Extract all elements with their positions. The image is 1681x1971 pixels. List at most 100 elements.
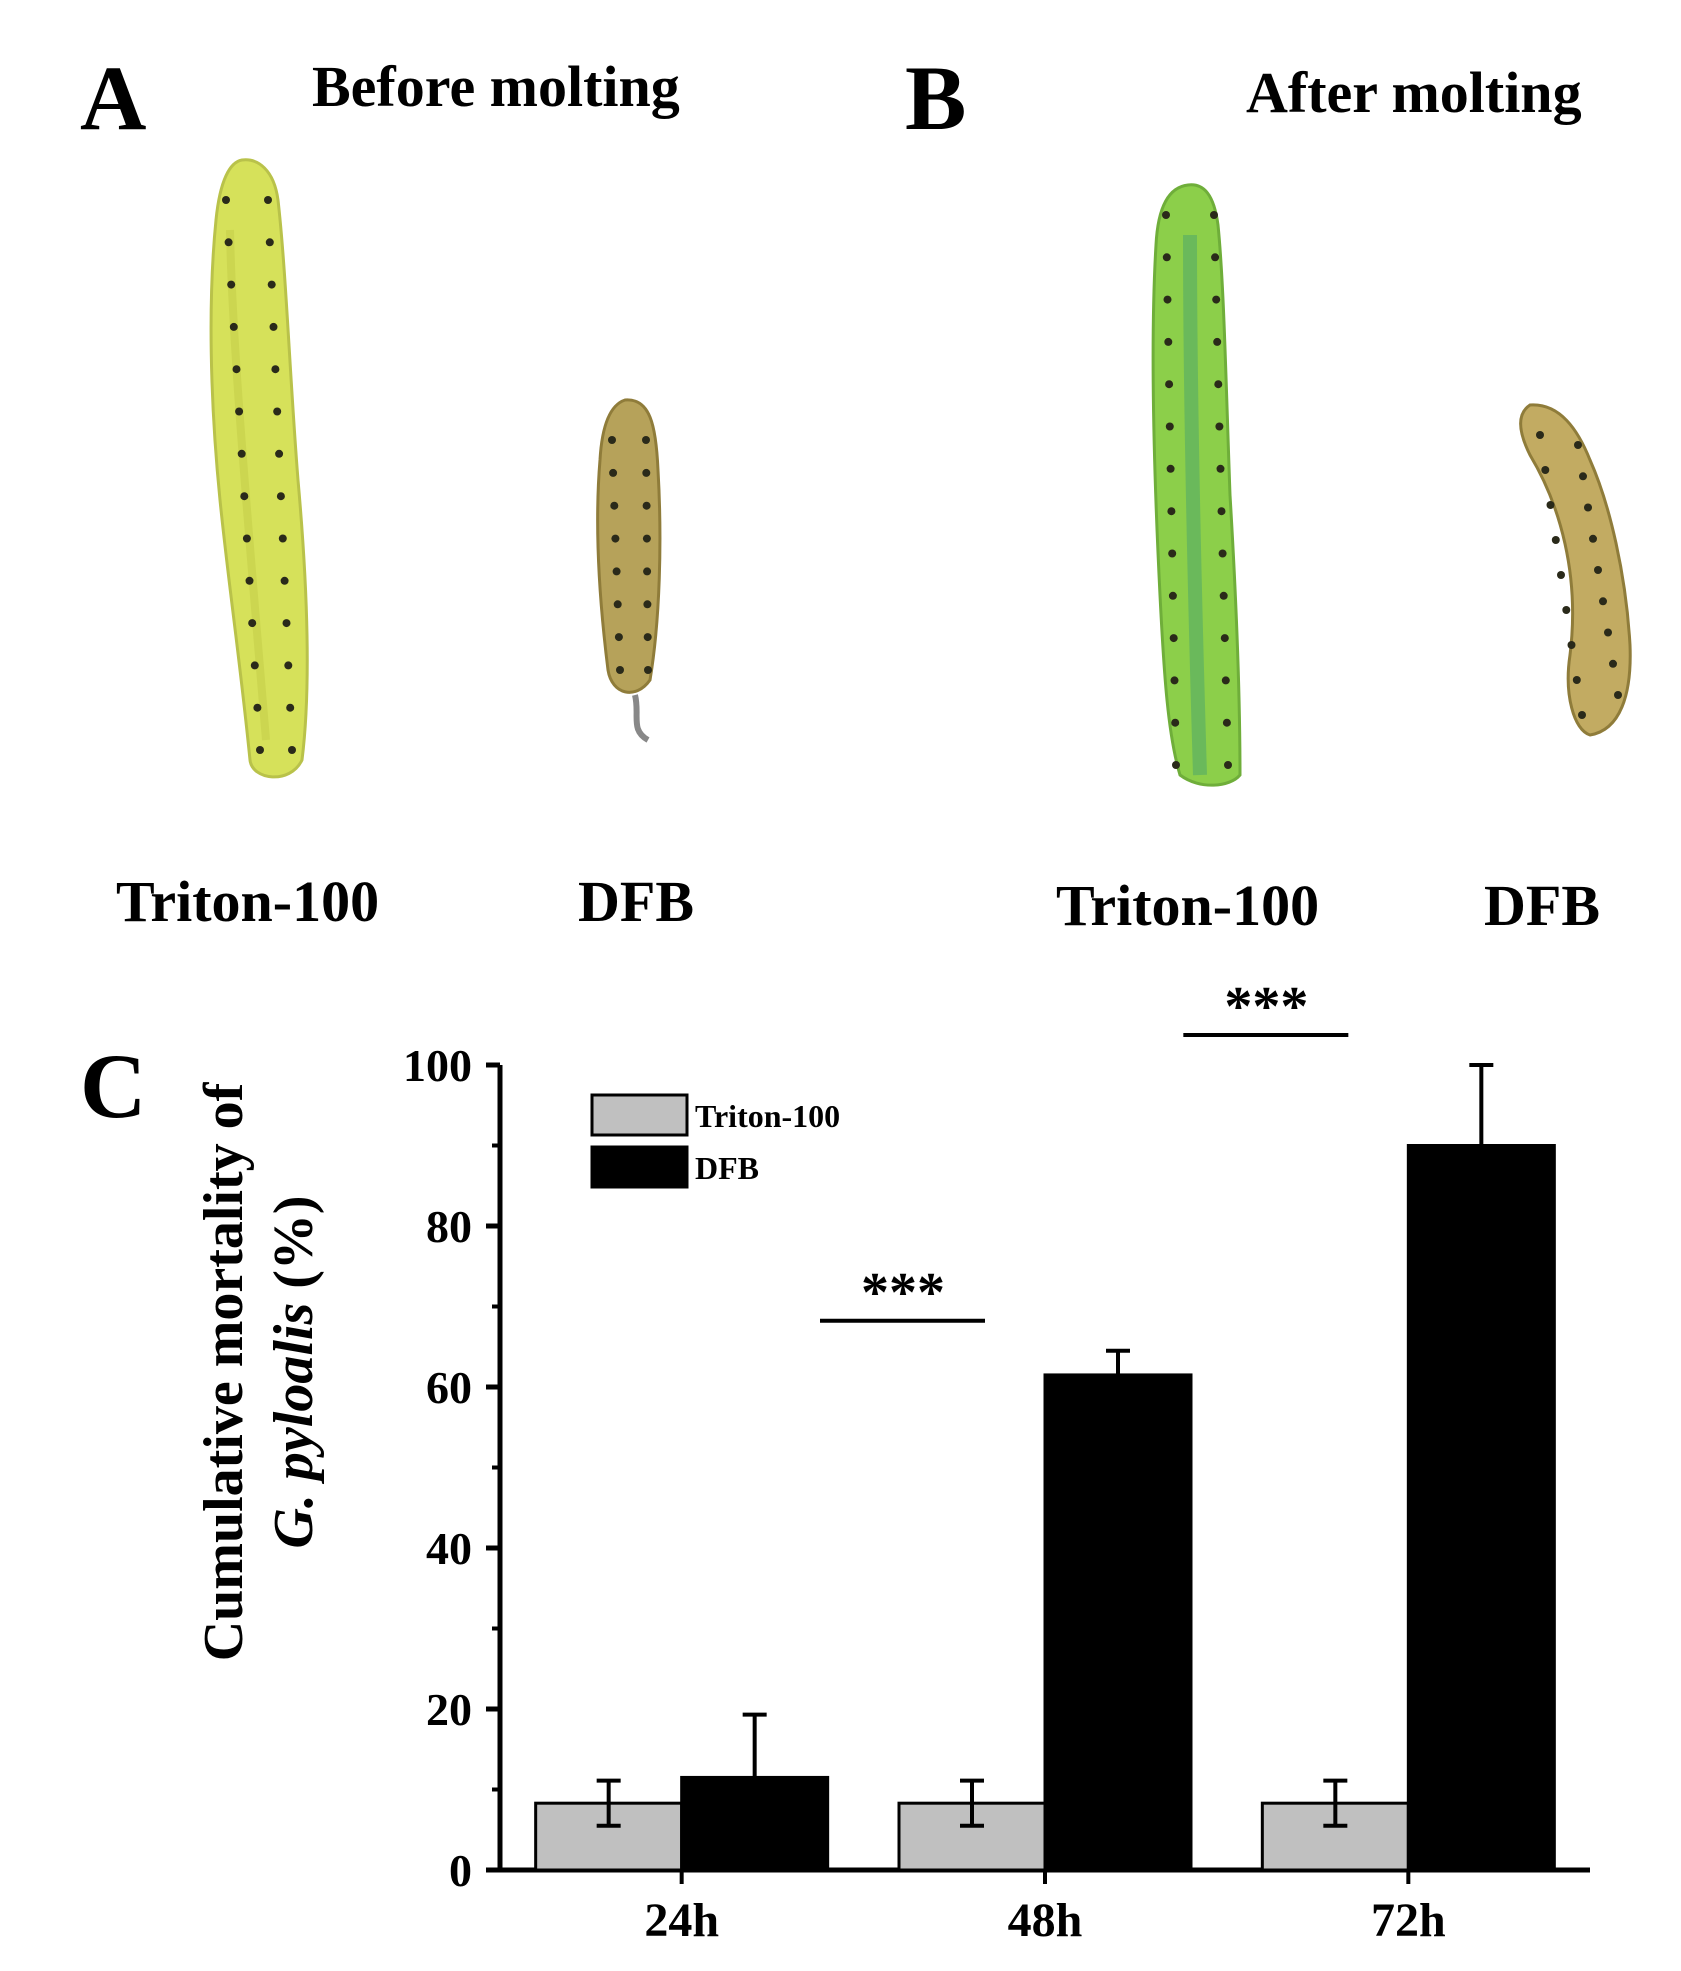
panel-a-control-label: Triton-100: [116, 869, 380, 934]
larva-spot: [1572, 676, 1581, 684]
larva-spot: [250, 661, 259, 670]
larva-spots: [1162, 211, 1622, 769]
larva-spot: [248, 619, 257, 628]
significance-label: ***: [861, 1262, 945, 1324]
bar-treatment-72h: [1406, 1144, 1556, 1872]
larva-spot: [1557, 571, 1565, 579]
larva-spot: [642, 468, 651, 477]
larva-spot: [1546, 501, 1555, 509]
larva-spot: [1222, 718, 1231, 727]
larva-spot: [288, 746, 296, 754]
x-tick-label: 72h: [1371, 1894, 1446, 1947]
larva-spot: [1163, 295, 1172, 304]
larva-spot: [1567, 641, 1576, 649]
legend-swatch-treatment: [590, 1145, 689, 1189]
larva-spot: [616, 666, 624, 674]
panel-a-treatment-label: DFB: [578, 869, 694, 934]
y-tick-label: 0: [449, 1845, 472, 1896]
larva-spot: [235, 407, 244, 416]
larva-spot: [1168, 549, 1177, 558]
larva-spot: [1609, 659, 1617, 668]
larva-spot: [1165, 422, 1174, 431]
panel-b-title: After molting: [1246, 60, 1582, 125]
larva-spot: [1221, 676, 1230, 685]
larva-spot: [1599, 597, 1607, 606]
larvae-photo-after-molting: [1151, 183, 1632, 787]
larva-spot: [1594, 566, 1602, 574]
larva-spot: [276, 492, 285, 501]
plot-area: 0 20 40 60 80 100 24h 48h 72h *** ***: [403, 976, 1590, 1947]
larva-spot: [1164, 337, 1173, 346]
larva-spot: [1574, 441, 1582, 449]
larva-spot: [284, 661, 293, 670]
y-axis-label-line2: G. pyloalis (%): [263, 1195, 325, 1548]
y-tick-label: 60: [426, 1362, 472, 1413]
larva-spot: [643, 600, 652, 609]
y-tick-label: 100: [403, 1040, 472, 1091]
legend-label-treatment: DFB: [695, 1150, 759, 1186]
larva-spot: [1210, 211, 1218, 219]
larva-spot: [611, 534, 620, 543]
larva-spot: [643, 567, 652, 576]
larva-spot: [643, 633, 652, 642]
larva-spot: [273, 407, 282, 416]
larva-spot: [278, 534, 287, 543]
larva-spot: [642, 436, 650, 444]
larva-spot: [275, 449, 284, 458]
larva-spot: [1536, 431, 1544, 439]
larva-spot: [1213, 337, 1222, 346]
larva-spot: [227, 280, 236, 289]
legend: Triton-100 DFB: [590, 1093, 840, 1189]
larva-spot: [1217, 507, 1226, 516]
panel-a-title: Before molting: [312, 54, 680, 119]
larva-spot: [282, 619, 291, 628]
larva-spot: [1578, 711, 1586, 719]
larva-spot: [269, 322, 278, 331]
larva-spot: [1169, 634, 1178, 643]
larva-spot: [1167, 507, 1176, 516]
significance-label: ***: [1224, 976, 1308, 1038]
y-tick-label: 80: [426, 1201, 472, 1252]
panel-b-letter: B: [905, 47, 967, 149]
larva-spots: [222, 196, 652, 754]
dfb-larva-after: [1519, 403, 1632, 737]
panel-c-letter: C: [80, 1035, 147, 1137]
larva-spot: [265, 238, 274, 247]
larva-spot: [280, 576, 289, 585]
larva-spot: [1220, 634, 1229, 643]
larva-spot: [222, 196, 230, 204]
larva-spot: [232, 365, 241, 374]
larva-spot: [608, 436, 616, 444]
larva-spot: [1614, 691, 1622, 699]
bar-treatment-24h: [680, 1775, 830, 1872]
larva-spot: [1162, 211, 1170, 219]
y-axis-unit: (%): [263, 1195, 325, 1302]
larva-spot: [1541, 466, 1550, 474]
larva-spot: [1562, 606, 1571, 614]
larva-spot: [1604, 628, 1612, 637]
larva-spot: [1165, 380, 1174, 389]
larva-spot: [286, 703, 295, 712]
larva-spot: [1224, 761, 1232, 769]
larva-spot: [1219, 591, 1228, 600]
larva-spot: [1216, 464, 1225, 473]
larva-spot: [1212, 295, 1221, 304]
larva-spot: [224, 238, 233, 247]
larva-spot: [609, 468, 618, 477]
y-axis-label-line1: Cumulative mortality of: [193, 1081, 255, 1661]
larva-spot: [614, 633, 623, 642]
larva-spot: [1551, 536, 1560, 544]
bar-treatment-48h: [1043, 1373, 1193, 1872]
larva-spot: [1172, 761, 1180, 769]
larva-spot: [1214, 380, 1223, 389]
larva-spot: [1170, 676, 1179, 685]
larva-spot: [256, 746, 264, 754]
larva-spot: [644, 666, 652, 674]
larvae-photo-before-molting: [209, 158, 662, 779]
larva-spot: [253, 703, 262, 712]
panel-a-letter: A: [80, 47, 147, 149]
panel-b-control-label: Triton-100: [1056, 873, 1320, 938]
larva-spot: [613, 600, 622, 609]
larva-spot: [642, 501, 651, 510]
